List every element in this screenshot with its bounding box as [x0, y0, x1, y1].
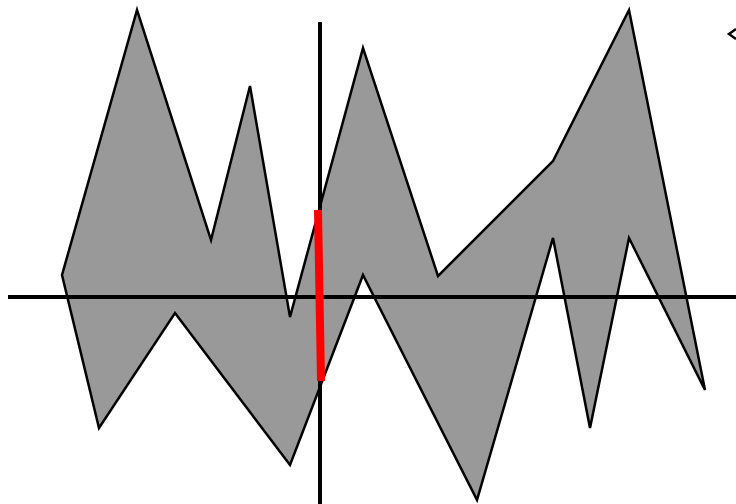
- jagged-polygon: [60, 5, 707, 504]
- highlighted-segment: [314, 209, 325, 382]
- arrowhead-icon: [726, 27, 736, 41]
